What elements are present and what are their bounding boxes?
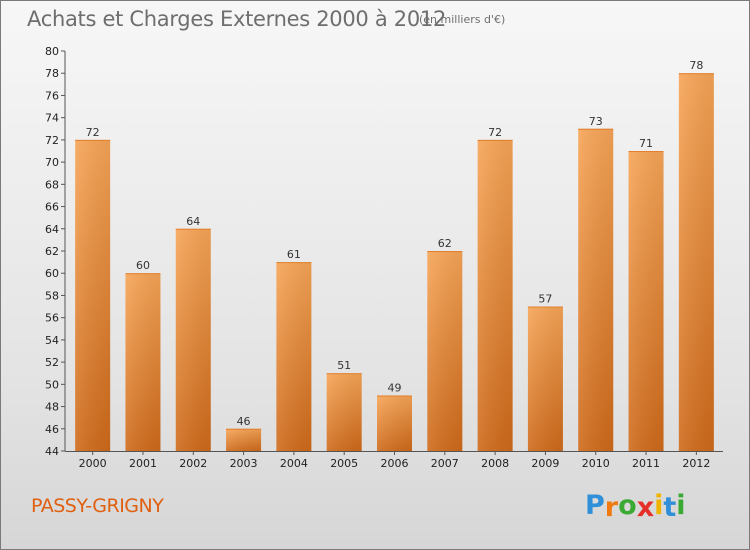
y-tick-label: 66 <box>45 201 59 214</box>
x-tick-label: 2009 <box>531 457 559 470</box>
y-tick-label: 72 <box>45 134 59 147</box>
bar-shade <box>678 73 714 451</box>
x-tick-label: 2001 <box>129 457 157 470</box>
x-tick-label: 2007 <box>431 457 459 470</box>
data-label: 46 <box>237 415 251 428</box>
bar-shade <box>427 251 463 451</box>
data-label: 64 <box>186 215 200 228</box>
data-label: 71 <box>639 137 653 150</box>
bar-shade <box>527 306 563 451</box>
data-label: 60 <box>136 259 150 272</box>
x-tick-label: 2005 <box>330 457 358 470</box>
y-tick-label: 74 <box>45 112 59 125</box>
bar-shade <box>628 151 664 451</box>
logo-letter: i <box>654 490 664 521</box>
y-tick-label: 54 <box>45 334 59 347</box>
bar-shade <box>75 139 111 451</box>
x-tick-label: 2003 <box>230 457 258 470</box>
bar-shade <box>125 273 161 451</box>
proxiti-logo: Proxiti <box>585 490 686 523</box>
data-label: 57 <box>538 293 552 306</box>
x-tick-label: 2000 <box>79 457 107 470</box>
bar-shade <box>226 428 262 451</box>
logo-letter: t <box>663 492 677 523</box>
bar-shade <box>326 373 362 451</box>
y-tick-label: 62 <box>45 245 59 258</box>
x-tick-label: 2010 <box>582 457 610 470</box>
y-tick-label: 70 <box>45 156 59 169</box>
y-tick-label: 76 <box>45 89 59 102</box>
data-label: 62 <box>438 237 452 250</box>
y-tick-label: 80 <box>45 45 59 58</box>
chart-title: Achats et Charges Externes 2000 à 2012 <box>27 7 447 31</box>
logo-letter: o <box>618 490 637 521</box>
x-tick-label: 2004 <box>280 457 308 470</box>
data-label: 78 <box>689 59 703 72</box>
logo-letter: P <box>585 490 605 521</box>
y-tick-label: 48 <box>45 401 59 414</box>
x-tick-label: 2012 <box>682 457 710 470</box>
x-tick-label: 2008 <box>481 457 509 470</box>
bar-shade <box>276 262 312 451</box>
bar-shade <box>377 395 412 451</box>
location-label: PASSY-GRIGNY <box>31 495 164 517</box>
x-tick-label: 2002 <box>179 457 207 470</box>
y-tick-label: 50 <box>45 378 59 391</box>
data-label: 73 <box>589 115 603 128</box>
chart-subtitle: (en milliers d'€) <box>419 13 506 26</box>
y-tick-label: 58 <box>45 289 59 302</box>
bar-shade <box>578 128 614 451</box>
y-tick-label: 60 <box>45 267 59 280</box>
data-label: 61 <box>287 248 301 261</box>
x-tick-label: 2006 <box>381 457 409 470</box>
logo-letter: i <box>676 490 686 521</box>
y-tick-label: 64 <box>45 223 59 236</box>
y-tick-label: 46 <box>45 423 59 436</box>
y-tick-label: 44 <box>45 445 59 458</box>
y-tick-label: 52 <box>45 356 59 369</box>
data-label: 72 <box>488 126 502 139</box>
bar-shade <box>477 139 513 451</box>
y-tick-label: 56 <box>45 312 59 325</box>
x-tick-label: 2011 <box>632 457 660 470</box>
y-tick-label: 68 <box>45 178 59 191</box>
bar-shade <box>175 228 211 451</box>
data-label: 72 <box>86 126 100 139</box>
logo-letter: x <box>636 492 655 523</box>
y-tick-label: 78 <box>45 67 59 80</box>
data-label: 49 <box>388 381 402 394</box>
data-label: 51 <box>337 359 351 372</box>
logo-letter: r <box>604 492 619 523</box>
